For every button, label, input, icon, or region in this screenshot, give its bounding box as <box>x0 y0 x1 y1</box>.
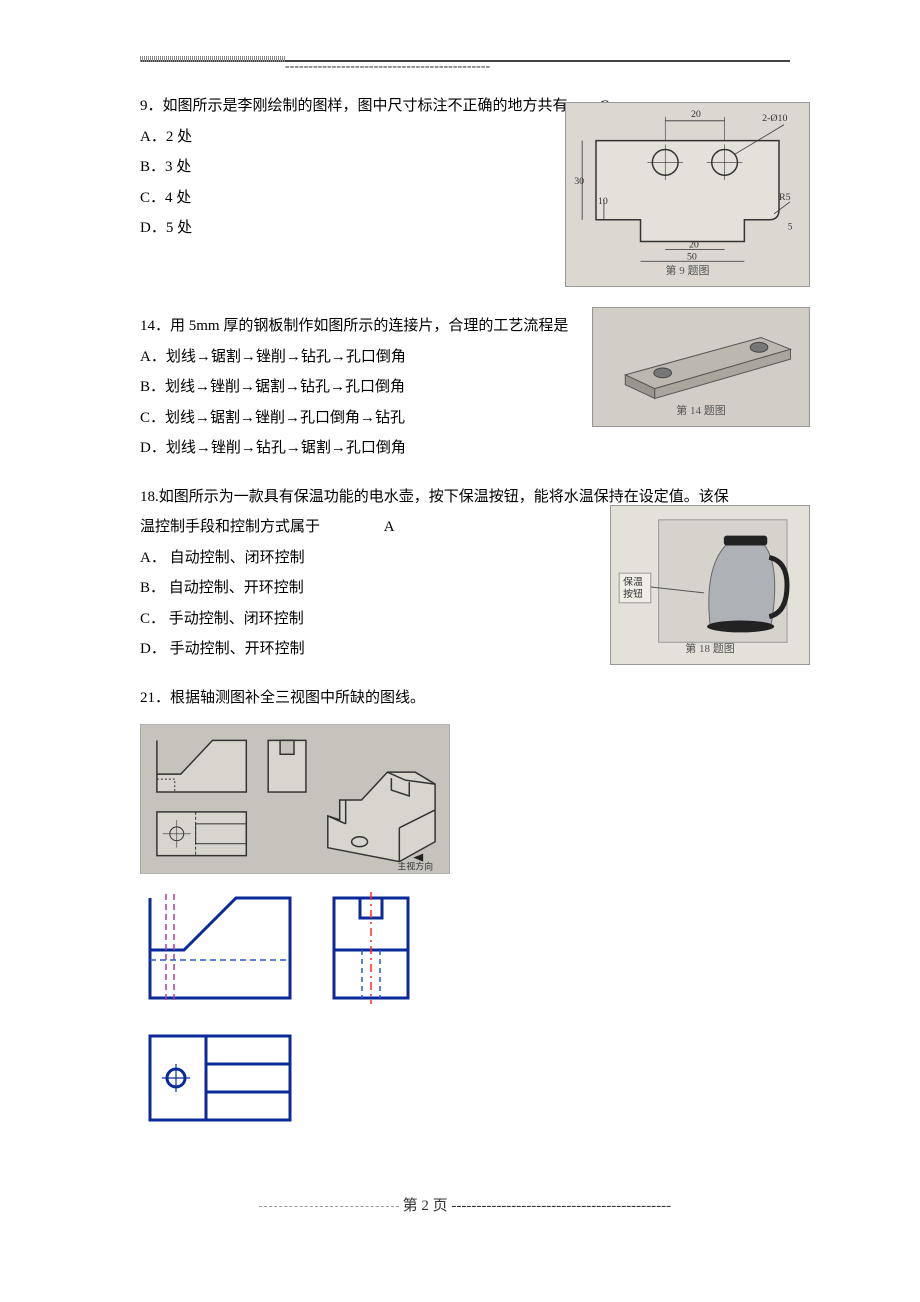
figure-14: 第 14 题图 <box>592 307 810 427</box>
fig14-caption: 第 14 题图 <box>593 401 809 422</box>
figure-18: 保温 按钮 第 18 题图 <box>610 505 810 665</box>
fig9-dim-20b: 20 <box>689 239 699 250</box>
fig9-dim-10: 10 <box>598 196 608 207</box>
fig9-dim-30: 30 <box>574 176 584 187</box>
q21-stem: 21．根据轴测图补全三视图中所缺的图线。 <box>140 684 790 713</box>
footer-dashes: ----------------------------------------… <box>451 1198 671 1214</box>
fig9-note: 2-Ø10 <box>762 113 787 124</box>
q14-option-d: D．划线→锉削→钻孔→锯割→孔口倒角 <box>140 434 790 463</box>
svg-text:5: 5 <box>788 222 793 232</box>
footer-page-label: 第 2 页 <box>403 1198 448 1214</box>
svg-text:按钮: 按钮 <box>623 586 643 599</box>
q9-stem: 9．如图所示是李刚绘制的图样，图中尺寸标注不正确的地方共有 <box>140 98 568 114</box>
page-footer: 第 2 页 ----------------------------------… <box>140 1192 790 1221</box>
q21-original-views: 主视方向 <box>140 724 450 874</box>
svg-text:保温: 保温 <box>623 575 643 588</box>
q18-stem2: 温控制手段和控制方式属于 <box>140 519 320 535</box>
q21-diagrams: 主视方向 <box>140 724 790 1132</box>
header-dashes: ----------------------------------------… <box>285 54 490 81</box>
q14-stem: 14．用 5mm 厚的钢板制作如图所示的连接片，合理的工艺流程是 <box>140 318 568 334</box>
question-18: 18.如图所示为一款具有保温功能的电水壶，按下保温按钮，能将水温保持在设定值。该… <box>140 483 790 664</box>
question-9: 9．如图所示是李刚绘制的图样，图中尺寸标注不正确的地方共有 C A．2 处 B．… <box>140 92 790 292</box>
question-14: 14．用 5mm 厚的钢板制作如图所示的连接片，合理的工艺流程是 A A．划线→… <box>140 312 790 463</box>
question-21: 21．根据轴测图补全三视图中所缺的图线。 <box>140 684 790 1133</box>
fig18-caption: 第 18 题图 <box>611 639 809 660</box>
header-divider: ----------------------------------------… <box>140 60 790 62</box>
fig9-r5: R5 <box>779 192 791 203</box>
q21-front-view <box>140 888 296 1008</box>
q21-side-view <box>316 888 426 1008</box>
fig9-caption: 第 9 题图 <box>566 261 809 282</box>
svg-text:主视方向: 主视方向 <box>397 861 433 872</box>
fig9-dim-20: 20 <box>691 109 701 120</box>
figure-9: 20 2-Ø10 R5 30 10 20 50 5 第 9 题图 <box>565 102 810 287</box>
q18-answer: A <box>384 513 395 542</box>
q21-top-view <box>140 1024 296 1132</box>
